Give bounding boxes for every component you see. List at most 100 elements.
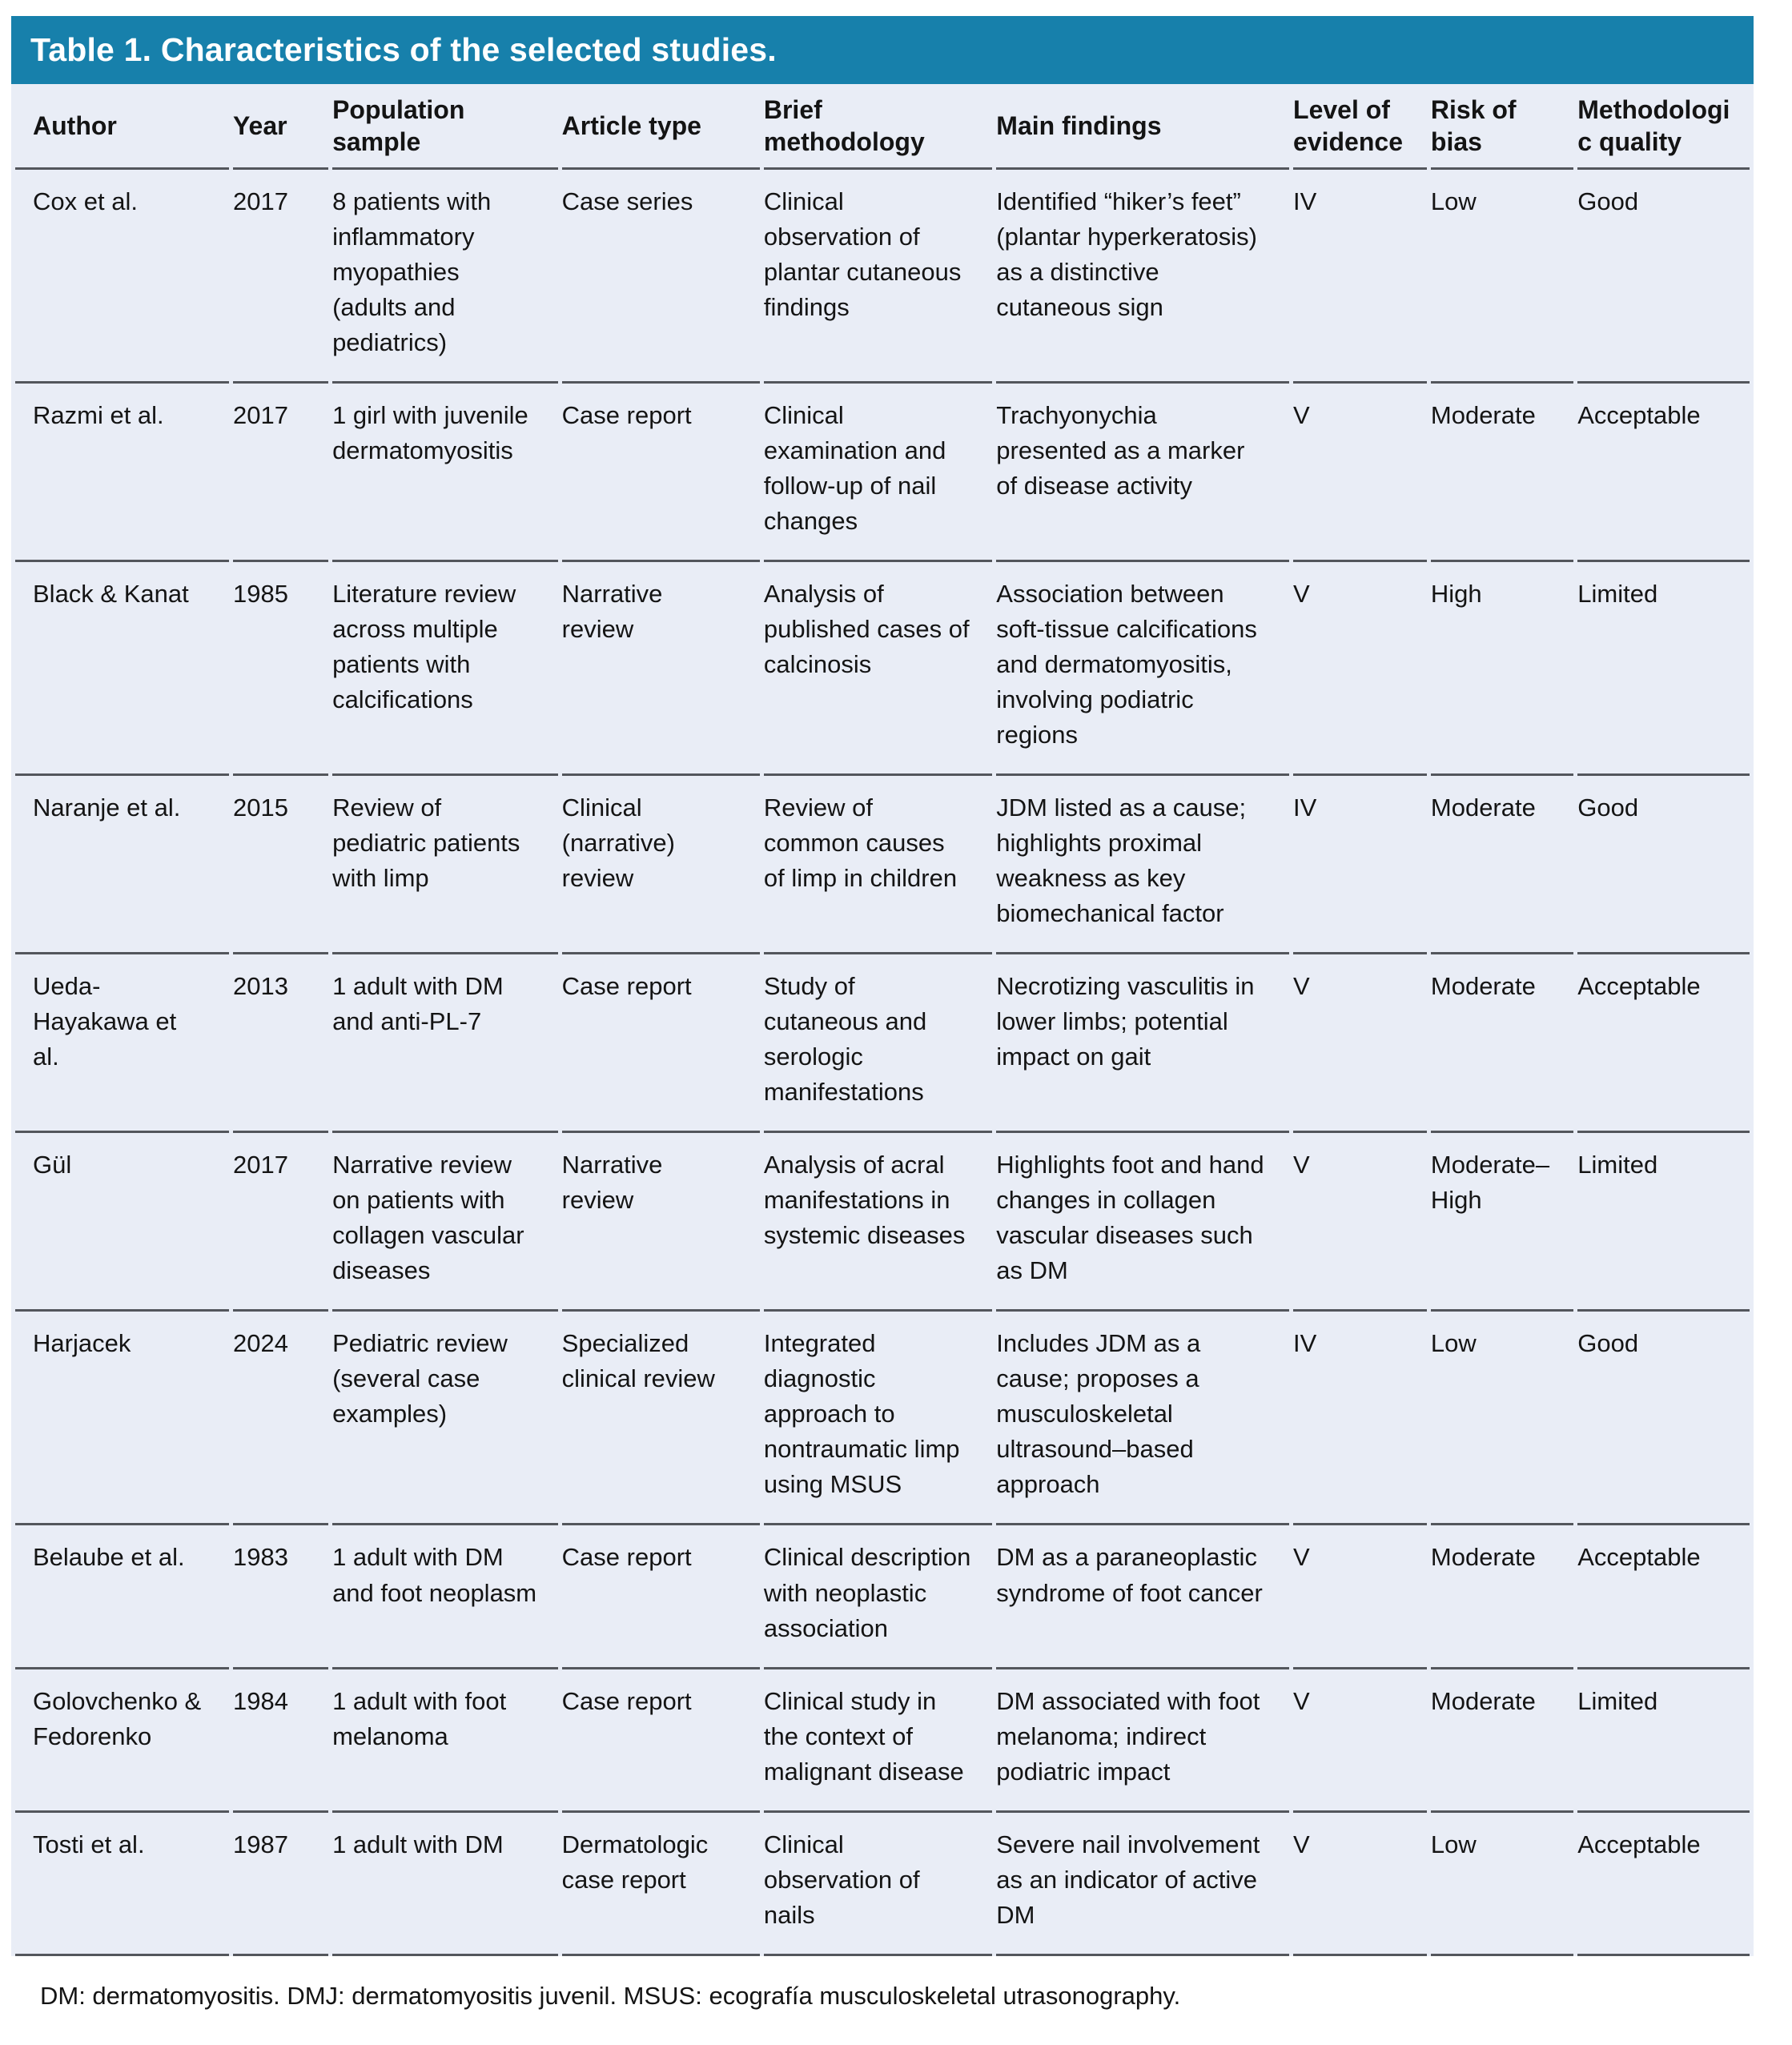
- table-cell: Review of common causes of limp in child…: [763, 776, 993, 955]
- table-cell: Limited: [1577, 1133, 1750, 1312]
- table-cell: Clinical observation of nails: [763, 1812, 993, 1956]
- table-row: Golovchenko & Fedorenko 1984 1 adult with …: [15, 1669, 1750, 1813]
- table-header: Author Year Population sample Article type B…: [15, 84, 1750, 170]
- table-cell: Limited: [1577, 1669, 1750, 1813]
- table-cell: 1985: [232, 562, 329, 777]
- table-cell: Moderate: [1430, 1525, 1574, 1669]
- table-cell: High: [1430, 562, 1574, 777]
- table-row: Naranje et al. 2015 Review of pediatric pa…: [15, 776, 1750, 955]
- table-title: Table 1. Characteristics of the selected…: [11, 16, 1754, 84]
- column-header: Population sample: [332, 84, 558, 170]
- table-cell: Good: [1577, 776, 1750, 955]
- column-header: Article type: [561, 84, 760, 170]
- table-cell: 1987: [232, 1812, 329, 1956]
- table-cell: IV: [1293, 1312, 1427, 1526]
- table-cell: 1 adult with DM and foot neoplasm: [332, 1525, 558, 1669]
- table-cell: V: [1293, 1525, 1427, 1669]
- table-cell: Pediatric review (several case examples): [332, 1312, 558, 1526]
- table-cell: Moderate: [1430, 384, 1574, 563]
- table-cell: Gül: [15, 1133, 229, 1312]
- table-cell: DM associated with foot melanoma; indire…: [996, 1669, 1290, 1813]
- column-header: Methodologic quality: [1577, 84, 1750, 170]
- table-cell: 1 girl with juvenile dermatomyositis: [332, 384, 558, 563]
- column-header: Risk of bias: [1430, 84, 1574, 170]
- table-cell: V: [1293, 1812, 1427, 1956]
- table-cell: 2017: [232, 1133, 329, 1312]
- table-cell: Case report: [561, 954, 760, 1134]
- column-header: Level of evidence: [1293, 84, 1427, 170]
- table-cell: Clinical description with neoplastic ass…: [763, 1525, 993, 1669]
- table-cell: Golovchenko & Fedorenko: [15, 1669, 229, 1813]
- table-cell: 2017: [232, 170, 329, 384]
- table-cell: Black & Kanat: [15, 562, 229, 777]
- table-cell: 2015: [232, 776, 329, 955]
- table-cell: Moderate: [1430, 1669, 1574, 1813]
- table-cell: 2013: [232, 954, 329, 1134]
- table-cell: Review of pediatric patients with limp: [332, 776, 558, 955]
- table-cell: V: [1293, 1133, 1427, 1312]
- table-cell: 1 adult with foot melanoma: [332, 1669, 558, 1813]
- table-1: Table 1. Characteristics of the selected…: [11, 16, 1754, 1956]
- table-cell: 1 adult with DM: [332, 1812, 558, 1956]
- table-cell: Razmi et al.: [15, 384, 229, 563]
- table-cell: Low: [1430, 1312, 1574, 1526]
- table-cell: Acceptable: [1577, 384, 1750, 563]
- header-row: Author Year Population sample Article type B…: [15, 84, 1750, 170]
- table-cell: Literature review across multiple patien…: [332, 562, 558, 777]
- studies-table: Author Year Population sample Article type B…: [11, 84, 1754, 1956]
- table-cell: JDM listed as a cause; highlights proxim…: [996, 776, 1290, 955]
- table-cell: Clinical examination and follow-up of na…: [763, 384, 993, 563]
- table-cell: Necrotizing vasculitis in lower limbs; p…: [996, 954, 1290, 1134]
- table-cell: Limited: [1577, 562, 1750, 777]
- table-cell: Severe nail involvement as an indicator …: [996, 1812, 1290, 1956]
- table-cell: Clinical observation of plantar cutaneou…: [763, 170, 993, 384]
- table-cell: 2024: [232, 1312, 329, 1526]
- table-cell: Cox et al.: [15, 170, 229, 384]
- table-cell: DM as a paraneoplastic syndrome of foot …: [996, 1525, 1290, 1669]
- table-cell: Tosti et al.: [15, 1812, 229, 1956]
- table-cell: Includes JDM as a cause; proposes a musc…: [996, 1312, 1290, 1526]
- column-header: Brief methodology: [763, 84, 993, 170]
- table-cell: Harjacek: [15, 1312, 229, 1526]
- table-cell: Low: [1430, 170, 1574, 384]
- table-cell: Study of cutaneous and serologic manifes…: [763, 954, 993, 1134]
- table-cell: 1984: [232, 1669, 329, 1813]
- table-cell: Narrative review on patients with collag…: [332, 1133, 558, 1312]
- table-cell: Identified “hiker’s feet” (plantar hyper…: [996, 170, 1290, 384]
- table-cell: Low: [1430, 1812, 1574, 1956]
- table-footnote: DM: dermatomyositis. DMJ: dermatomyositi…: [11, 1955, 1754, 2014]
- table-cell: 8 patients with inflammatory myopathies …: [332, 170, 558, 384]
- table-cell: V: [1293, 1669, 1427, 1813]
- table-cell: 1983: [232, 1525, 329, 1669]
- table-cell: Good: [1577, 170, 1750, 384]
- table-cell: IV: [1293, 170, 1427, 384]
- table-cell: Highlights foot and hand changes in coll…: [996, 1133, 1290, 1312]
- table-row: Cox et al. 2017 8 patients with inflammato…: [15, 170, 1750, 384]
- table-cell: Association between soft-tissue calcific…: [996, 562, 1290, 777]
- table-row: Black & Kanat 1985 Literature review acros…: [15, 562, 1750, 777]
- table-cell: Case report: [561, 384, 760, 563]
- table-cell: Specialized clinical review: [561, 1312, 760, 1526]
- table-cell: V: [1293, 954, 1427, 1134]
- table-row: Tosti et al. 1987 1 adult with DM Dermatolo…: [15, 1812, 1750, 1956]
- table-cell: Acceptable: [1577, 1525, 1750, 1669]
- column-header: Year: [232, 84, 329, 170]
- table-cell: Clinical (narrative) review: [561, 776, 760, 955]
- table-row: Gül 2017 Narrative review on patients with…: [15, 1133, 1750, 1312]
- table-cell: Dermatologic case report: [561, 1812, 760, 1956]
- table-cell: Moderate: [1430, 954, 1574, 1134]
- table-cell: Naranje et al.: [15, 776, 229, 955]
- table-row: Belaube et al. 1983 1 adult with DM and fo…: [15, 1525, 1750, 1669]
- table-cell: Analysis of published cases of calcinosi…: [763, 562, 993, 777]
- table-cell: Acceptable: [1577, 954, 1750, 1134]
- table-row: Ueda-Hayakawa et al. 2013 1 adult with DM …: [15, 954, 1750, 1134]
- column-header: Author: [15, 84, 229, 170]
- table-cell: Moderate–High: [1430, 1133, 1574, 1312]
- table-cell: V: [1293, 384, 1427, 563]
- table-cell: Trachyonychia presented as a marker of d…: [996, 384, 1290, 563]
- table-body: Cox et al. 2017 8 patients with inflammato…: [15, 170, 1750, 1956]
- table-row: Razmi et al. 2017 1 girl with juvenile der…: [15, 384, 1750, 563]
- table-cell: Narrative review: [561, 562, 760, 777]
- column-header: Main findings: [996, 84, 1290, 170]
